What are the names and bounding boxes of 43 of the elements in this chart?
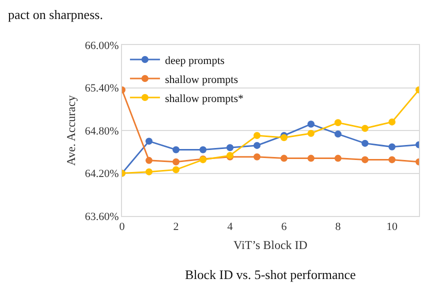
point bbox=[334, 119, 342, 126]
point bbox=[362, 156, 368, 164]
x-tick-label: 6 bbox=[281, 221, 288, 234]
text: Block ID vs. 5-shot performance bbox=[185, 267, 356, 282]
y-axis-title: Ave. Accuracy bbox=[64, 95, 78, 166]
x-axis-title: ViT’s Block ID bbox=[234, 238, 308, 252]
y-tick-label: 66.00% bbox=[84, 40, 119, 52]
y-tick-label: 64.20% bbox=[84, 168, 119, 180]
x-tick-label: 2 bbox=[173, 221, 179, 234]
point bbox=[308, 130, 314, 137]
point bbox=[388, 118, 396, 126]
point bbox=[172, 146, 180, 154]
y-tick-label: 63.60% bbox=[84, 210, 119, 223]
point bbox=[362, 124, 368, 132]
point bbox=[362, 140, 368, 147]
point bbox=[334, 154, 342, 162]
point bbox=[308, 154, 314, 162]
point bbox=[280, 154, 288, 162]
point bbox=[172, 158, 180, 166]
text: pact on sharpness. bbox=[8, 7, 103, 22]
point bbox=[254, 142, 260, 149]
x-tick-label: 10 bbox=[386, 221, 398, 234]
point bbox=[254, 132, 260, 139]
point bbox=[254, 153, 260, 160]
point bbox=[200, 146, 206, 154]
point bbox=[146, 138, 152, 145]
point bbox=[280, 134, 288, 142]
point bbox=[146, 168, 152, 176]
legend-label: shallow prompts* bbox=[164, 92, 244, 105]
point bbox=[334, 130, 342, 138]
x-tick-label: 8 bbox=[335, 221, 342, 234]
point bbox=[226, 144, 234, 152]
x-tick-label: 4 bbox=[227, 221, 234, 234]
x-tick-label: 0 bbox=[119, 221, 126, 234]
y-tick-label: 65.40% bbox=[84, 82, 119, 95]
legend-label: deep prompts bbox=[164, 54, 225, 67]
y-tick-label: 64.80% bbox=[84, 125, 119, 138]
point bbox=[172, 166, 180, 174]
point bbox=[388, 143, 396, 150]
point bbox=[308, 120, 314, 128]
legend-label: shallow prompts bbox=[164, 74, 238, 86]
point bbox=[146, 156, 152, 164]
point bbox=[388, 156, 396, 164]
